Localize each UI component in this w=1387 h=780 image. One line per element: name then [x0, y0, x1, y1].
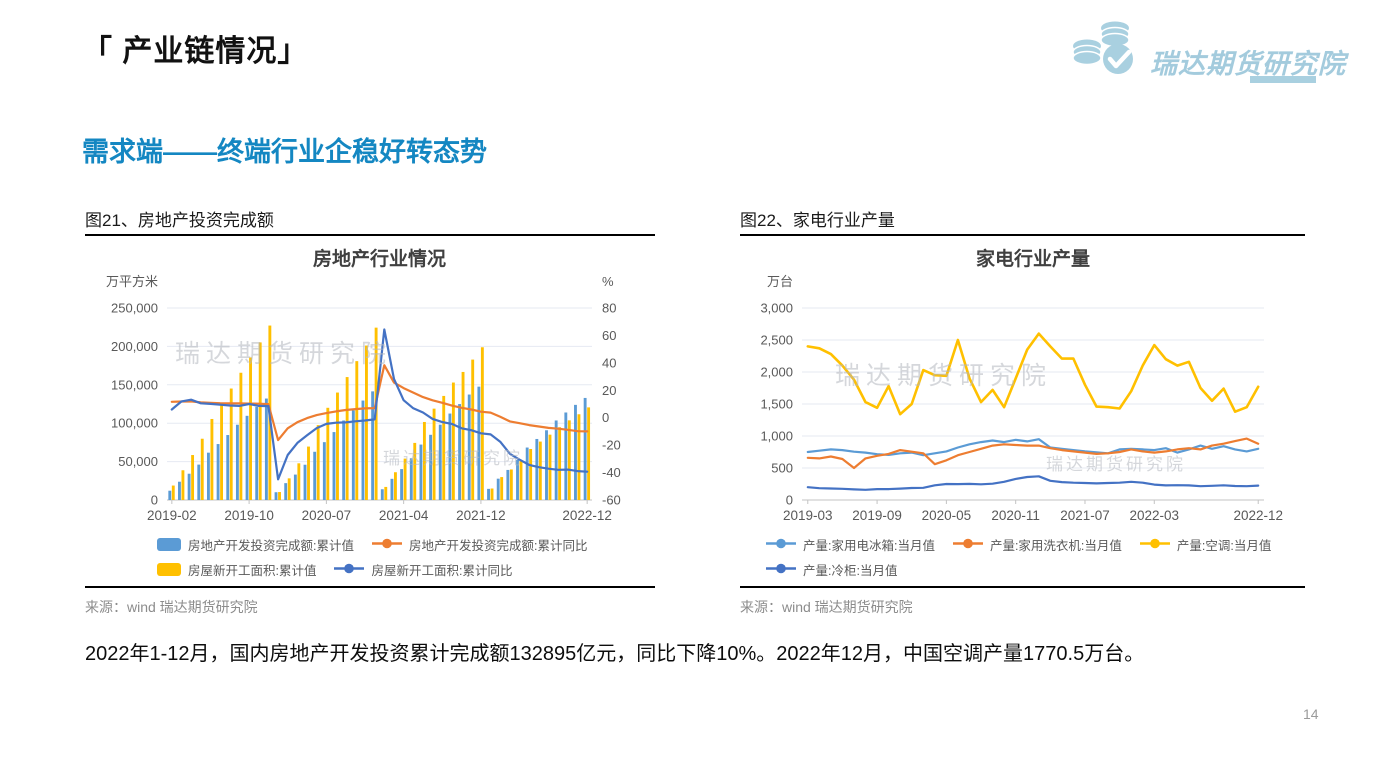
legend-item: 产量:家用洗衣机:当月值: [952, 535, 1122, 554]
legend-label: 房地产开发投资完成额:累计值: [188, 539, 354, 553]
real-estate-chart: 瑞达期货研究院 瑞达期货研究院 0 50,000 100,000 150,000 200…: [85, 238, 655, 530]
legend-line-marker-icon: [766, 562, 796, 578]
svg-text:%: %: [602, 274, 614, 289]
svg-text:-40: -40: [602, 465, 621, 480]
figure-source: 来源：wind 瑞达期货研究院: [740, 599, 913, 615]
summary-text: 2022年1-12月，国内房地产开发投资累计完成额132895亿元，同比下降10…: [85, 643, 1145, 665]
logo: 瑞达期货研究院: [1072, 14, 1345, 90]
legend-label: 房地产开发投资完成额:累计同比: [408, 539, 588, 553]
legend-label: 产量:家用电冰箱:当月值: [803, 539, 935, 553]
svg-text:1,000: 1,000: [760, 429, 793, 444]
svg-text:家电行业产量: 家电行业产量: [976, 247, 1090, 270]
svg-text:2021-07: 2021-07: [1060, 508, 1110, 523]
figure-rule-bottom: [85, 586, 655, 588]
svg-text:40: 40: [602, 355, 616, 370]
svg-text:80: 80: [602, 301, 616, 316]
svg-text:万台: 万台: [767, 274, 793, 289]
appliance-chart: 瑞达期货研究院 瑞达期货研究院 0 500 1,000 1,500 2,000 2,500…: [740, 238, 1305, 530]
figure-appliances: 图22、家电行业产量 瑞达期货研究院 瑞达期货研究院 0 500 1,000 1,50…: [740, 206, 1305, 617]
page-number: 14: [1303, 706, 1319, 722]
section-title: 需求端——终端行业企稳好转态势: [82, 137, 487, 167]
legend-bar-swatch-icon: [157, 538, 181, 551]
svg-text:0: 0: [602, 410, 609, 425]
logo-underline: [1250, 76, 1316, 83]
figure-rule-top: [85, 234, 655, 236]
svg-text:2020-05: 2020-05: [922, 508, 972, 523]
svg-text:2022-03: 2022-03: [1130, 508, 1180, 523]
svg-text:2019-10: 2019-10: [224, 508, 274, 523]
svg-text:3,000: 3,000: [760, 301, 793, 316]
svg-text:2020-07: 2020-07: [302, 508, 352, 523]
svg-text:2019-03: 2019-03: [783, 508, 833, 523]
svg-text:2022-12: 2022-12: [1233, 508, 1283, 523]
legend-label: 房屋新开工面积:累计同比: [371, 564, 513, 578]
figure-caption: 图21、房地产投资完成额: [85, 211, 274, 230]
svg-text:房地产行业情况: 房地产行业情况: [313, 247, 446, 270]
legend-label: 产量:家用洗衣机:当月值: [989, 539, 1122, 553]
svg-text:0: 0: [151, 493, 158, 508]
svg-text:2,000: 2,000: [760, 365, 793, 380]
appliance-chart-legend: 产量:家用电冰箱:当月值 产量:家用洗衣机:当月值 产量:空调:当月值产量:冷柜:当…: [740, 532, 1305, 582]
svg-text:2021-12: 2021-12: [456, 508, 506, 523]
figure-rule-top: [740, 234, 1305, 236]
legend-item: 房地产开发投资完成额:累计值: [157, 535, 354, 554]
logo-text: 瑞达期货研究院: [1150, 49, 1346, 79]
page-title: 「 产业链情况」: [82, 35, 309, 68]
svg-text:200,000: 200,000: [111, 339, 158, 354]
svg-text:0: 0: [786, 493, 793, 508]
legend-item: 产量:空调:当月值: [1139, 535, 1272, 554]
legend-bar-swatch-icon: [157, 563, 181, 576]
figure-source: 来源：wind 瑞达期货研究院: [85, 599, 258, 615]
figure-caption: 图22、家电行业产量: [740, 211, 895, 230]
legend-label: 房屋新开工面积:累计值: [188, 564, 317, 578]
legend-line-marker-icon: [371, 537, 402, 553]
legend-item: 房屋新开工面积:累计同比: [334, 560, 512, 579]
legend-line-marker-icon: [766, 537, 796, 553]
svg-text:100,000: 100,000: [111, 416, 158, 431]
legend-label: 产量:空调:当月值: [1176, 539, 1272, 553]
legend-item: 房地产开发投资完成额:累计同比: [371, 535, 588, 554]
svg-text:500: 500: [771, 461, 793, 476]
svg-text:-60: -60: [602, 493, 621, 508]
chart-legend-row: 房地产开发投资完成额:累计值 房地产开发投资完成额:累计同比: [157, 532, 655, 557]
real-estate-chart-svg: 0 50,000 100,000 150,000 200,000 250,000 -60 -4…: [106, 247, 621, 523]
coins-icon: [1072, 21, 1133, 74]
svg-text:2019-09: 2019-09: [852, 508, 902, 523]
svg-text:150,000: 150,000: [111, 377, 158, 392]
chart-legend-row: 产量:冷柜:当月值: [766, 557, 1305, 582]
svg-text:60: 60: [602, 328, 616, 343]
svg-text:2,500: 2,500: [760, 333, 793, 348]
svg-text:50,000: 50,000: [118, 454, 158, 469]
svg-text:20: 20: [602, 383, 616, 398]
legend-item: 产量:冷柜:当月值: [766, 560, 897, 579]
svg-text:2021-04: 2021-04: [379, 508, 429, 523]
legend-item: 房屋新开工面积:累计值: [157, 560, 316, 579]
svg-text:2022-12: 2022-12: [562, 508, 612, 523]
legend-line-marker-icon: [334, 562, 365, 578]
figure-real-estate: 图21、房地产投资完成额 瑞达期货研究院 瑞达期货研究院 0 50,000 100,…: [85, 206, 655, 617]
svg-text:万平方米: 万平方米: [106, 274, 158, 289]
chart-legend-row: 房屋新开工面积:累计值 房屋新开工面积:累计同比: [157, 557, 655, 582]
svg-text:-20: -20: [602, 438, 621, 453]
legend-line-marker-icon: [952, 537, 983, 553]
legend-item: 产量:家用电冰箱:当月值: [766, 535, 935, 554]
legend-label: 产量:冷柜:当月值: [803, 564, 898, 578]
figure-rule-bottom: [740, 586, 1305, 588]
real-estate-chart-legend: 房地产开发投资完成额:累计值 房地产开发投资完成额:累计同比房屋新开工面积:累计值…: [85, 532, 655, 582]
svg-text:2020-11: 2020-11: [991, 508, 1040, 523]
svg-text:2019-02: 2019-02: [147, 508, 197, 523]
svg-text:250,000: 250,000: [111, 301, 158, 316]
legend-line-marker-icon: [1139, 537, 1170, 553]
svg-text:1,500: 1,500: [760, 397, 793, 412]
chart-legend-row: 产量:家用电冰箱:当月值 产量:家用洗衣机:当月值 产量:空调:当月值: [766, 532, 1305, 557]
